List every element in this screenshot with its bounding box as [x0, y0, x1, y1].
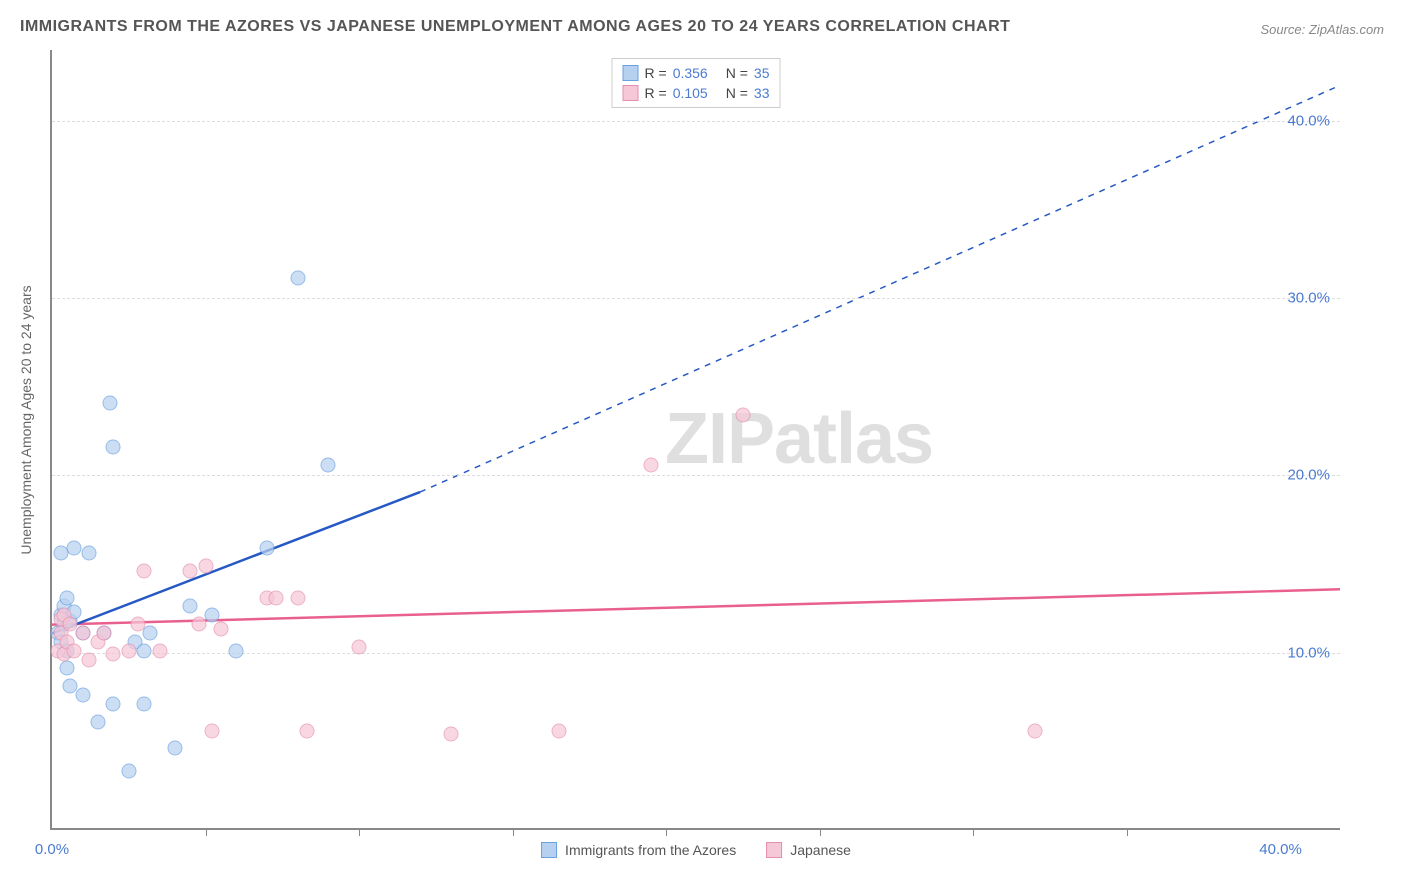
scatter-point-japanese	[75, 626, 90, 641]
scatter-point-azores	[137, 696, 152, 711]
scatter-point-japanese	[97, 626, 112, 641]
y-tick-label: 20.0%	[1287, 467, 1330, 484]
gridline	[52, 298, 1340, 299]
legend-swatch	[623, 85, 639, 101]
scatter-point-azores	[75, 688, 90, 703]
gridline	[52, 475, 1340, 476]
scatter-point-japanese	[81, 652, 96, 667]
scatter-point-japanese	[643, 457, 658, 472]
series-legend-item: Immigrants from the Azores	[541, 842, 736, 858]
x-tick	[973, 828, 974, 836]
x-tick	[206, 828, 207, 836]
legend-swatch	[541, 842, 557, 858]
n-label: N =	[726, 85, 748, 101]
scatter-point-japanese	[192, 617, 207, 632]
gridline	[52, 653, 1340, 654]
scatter-point-japanese	[106, 647, 121, 662]
legend-swatch	[623, 65, 639, 81]
scatter-point-azores	[229, 643, 244, 658]
scatter-point-azores	[106, 439, 121, 454]
scatter-point-japanese	[299, 723, 314, 738]
scatter-point-japanese	[183, 563, 198, 578]
r-label: R =	[645, 85, 667, 101]
watermark-atlas: atlas	[774, 399, 933, 479]
scatter-point-azores	[66, 540, 81, 555]
scatter-point-japanese	[198, 558, 213, 573]
scatter-point-japanese	[1027, 723, 1042, 738]
scatter-point-azores	[103, 395, 118, 410]
x-tick	[666, 828, 667, 836]
r-label: R =	[645, 65, 667, 81]
scatter-point-japanese	[213, 622, 228, 637]
scatter-point-japanese	[269, 590, 284, 605]
scatter-point-azores	[260, 540, 275, 555]
legend-swatch	[766, 842, 782, 858]
x-tick-label: 40.0%	[1259, 841, 1302, 858]
scatter-point-azores	[106, 696, 121, 711]
scatter-point-japanese	[66, 643, 81, 658]
correlation-legend-row: R = 0.356 N = 35	[623, 63, 770, 83]
scatter-point-azores	[167, 741, 182, 756]
r-value: 0.356	[673, 65, 708, 81]
scatter-point-azores	[290, 271, 305, 286]
series-legend-item: Japanese	[766, 842, 851, 858]
y-tick-label: 10.0%	[1287, 644, 1330, 661]
scatter-point-japanese	[204, 723, 219, 738]
n-label: N =	[726, 65, 748, 81]
x-tick-label: 0.0%	[35, 841, 69, 858]
x-tick	[1127, 828, 1128, 836]
plot-area: ZIPatlas R =0.356N =35R =0.105N =33 Immi…	[50, 50, 1340, 830]
correlation-legend: R = 0.356 N = 35 R = 0.105 N = 33	[612, 58, 781, 108]
gridline	[52, 121, 1340, 122]
x-tick	[820, 828, 821, 836]
watermark-zip: ZIP	[665, 399, 774, 479]
scatter-point-azores	[143, 626, 158, 641]
scatter-point-azores	[81, 546, 96, 561]
scatter-point-azores	[60, 590, 75, 605]
scatter-point-japanese	[121, 643, 136, 658]
scatter-point-azores	[137, 643, 152, 658]
scatter-point-japanese	[290, 590, 305, 605]
trend-lines-svg	[52, 50, 1340, 828]
scatter-point-japanese	[444, 727, 459, 742]
x-tick	[359, 828, 360, 836]
series-legend-label: Japanese	[790, 842, 851, 858]
scatter-point-japanese	[152, 643, 167, 658]
scatter-point-japanese	[551, 723, 566, 738]
x-tick	[513, 828, 514, 836]
y-tick-label: 40.0%	[1287, 112, 1330, 129]
n-value: 35	[754, 65, 770, 81]
scatter-point-azores	[60, 661, 75, 676]
scatter-point-azores	[183, 599, 198, 614]
correlation-legend-row: R = 0.105 N = 33	[623, 83, 770, 103]
scatter-point-japanese	[137, 563, 152, 578]
series-legend: Immigrants from the Azores Japanese	[541, 842, 851, 858]
watermark: ZIPatlas	[665, 398, 933, 480]
source-label: Source: ZipAtlas.com	[1260, 22, 1384, 37]
scatter-point-japanese	[131, 617, 146, 632]
scatter-point-japanese	[352, 640, 367, 655]
scatter-point-japanese	[736, 407, 751, 422]
n-value: 33	[754, 85, 770, 101]
r-value: 0.105	[673, 85, 708, 101]
scatter-point-azores	[321, 457, 336, 472]
y-axis-label: Unemployment Among Ages 20 to 24 years	[18, 285, 34, 554]
series-legend-label: Immigrants from the Azores	[565, 842, 736, 858]
scatter-point-azores	[91, 714, 106, 729]
chart-title: IMMIGRANTS FROM THE AZORES VS JAPANESE U…	[20, 18, 1010, 36]
y-tick-label: 30.0%	[1287, 290, 1330, 307]
scatter-point-azores	[121, 764, 136, 779]
